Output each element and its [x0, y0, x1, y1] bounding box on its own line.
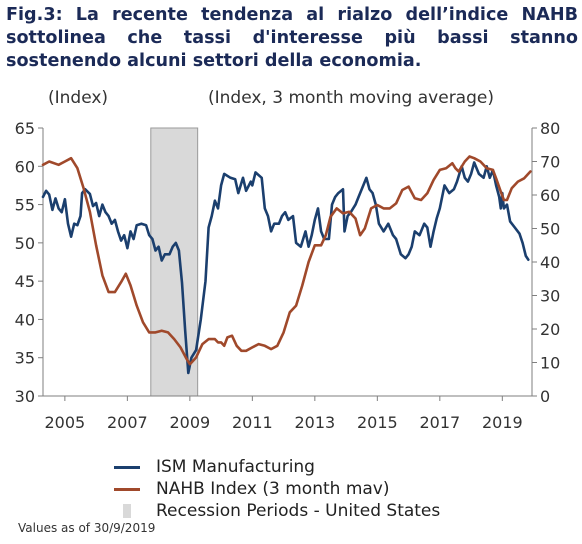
right-axis-label: (Index, 3 month moving average)	[208, 88, 494, 108]
legend-label-ism: ISM Manufacturing	[156, 457, 315, 477]
x-tick-label-2019: 2019	[482, 413, 523, 432]
right-tick-label-30: 30	[540, 287, 560, 306]
x-tick-label-2009: 2009	[169, 413, 210, 432]
title-line-1: Fig.3: La recente tendenza al rialzo del…	[6, 5, 578, 25]
legend-swatch-recession	[123, 504, 131, 518]
left-tick-label-55: 55	[15, 196, 35, 215]
left-tick-label-50: 50	[15, 234, 35, 253]
x-tick-label-2007: 2007	[107, 413, 148, 432]
legend: ISM Manufacturing NAHB Index (3 month ma…	[114, 456, 440, 522]
left-tick-label-45: 45	[15, 272, 35, 291]
legend-swatch-ism	[114, 465, 140, 469]
legend-label-recession: Recession Periods - United States	[156, 501, 441, 521]
x-tick-label-2005: 2005	[45, 413, 86, 432]
chart-title: Fig.3: La recente tendenza al rialzo del…	[6, 4, 578, 73]
left-axis-label: (Index)	[48, 88, 109, 108]
legend-label-nahb: NAHB Index (3 month mav)	[156, 479, 390, 499]
data-note: Values as of 30/9/2019	[18, 521, 156, 535]
right-tick-label-50: 50	[540, 220, 560, 239]
left-tick-label-35: 35	[15, 349, 35, 368]
right-tick-label-80: 80	[540, 119, 560, 138]
right-tick-label-60: 60	[540, 186, 560, 205]
left-tick-label-30: 30	[15, 387, 35, 406]
left-tick-label-65: 65	[15, 119, 35, 138]
legend-item-nahb: NAHB Index (3 month mav)	[114, 478, 440, 500]
left-tick-label-60: 60	[15, 157, 35, 176]
x-tick-label-2015: 2015	[357, 413, 398, 432]
legend-item-ism: ISM Manufacturing	[114, 456, 440, 478]
right-tick-label-40: 40	[540, 253, 560, 272]
x-tick-label-2017: 2017	[419, 413, 460, 432]
series-line-ism	[41, 161, 530, 375]
legend-swatch-nahb	[114, 487, 140, 491]
legend-item-recession: Recession Periods - United States	[114, 500, 440, 522]
title-line-3: sostenendo alcuni settori della economia…	[6, 51, 422, 71]
right-tick-label-0: 0	[540, 387, 550, 406]
x-tick-label-2011: 2011	[232, 413, 273, 432]
title-line-2: sottolinea che tassi d'interesse più bas…	[6, 28, 578, 48]
right-tick-label-70: 70	[540, 153, 560, 172]
right-tick-label-20: 20	[540, 320, 560, 339]
x-tick-label-2013: 2013	[294, 413, 335, 432]
line-chart: 30 35 40 45 50 55 60 65 0 10 20 30 40 50 60 70 80 2005 200…	[15, 119, 561, 432]
series-line-nahb	[41, 155, 532, 366]
left-tick-label-40: 40	[15, 310, 35, 329]
recession-band-0	[150, 127, 199, 397]
right-tick-label-10: 10	[540, 354, 560, 373]
